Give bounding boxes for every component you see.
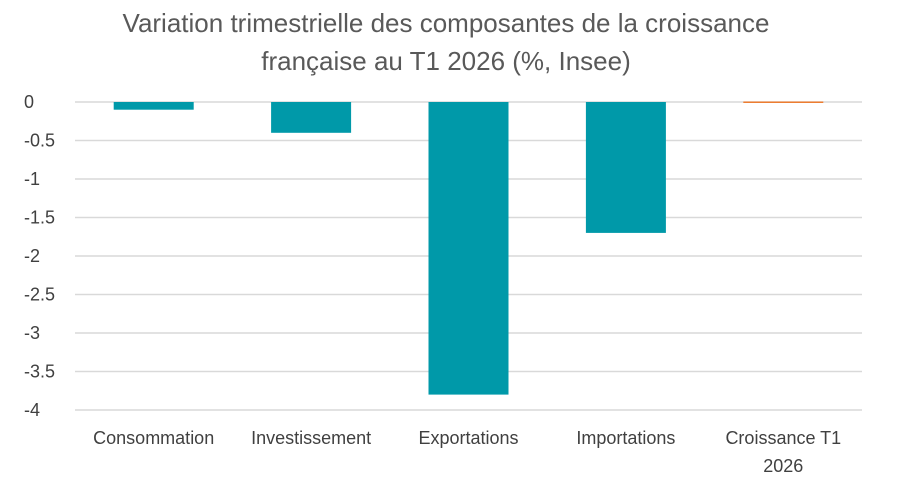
y-tick-label: -2.5 (24, 285, 55, 305)
bar (428, 102, 509, 395)
y-tick-label: 0 (24, 92, 34, 112)
bars (113, 101, 824, 395)
x-category-label: Consommation (93, 428, 214, 448)
y-tick-label: -0.5 (24, 131, 55, 151)
chart-title-line-2: française au T1 2026 (%, Insee) (261, 46, 631, 76)
x-category-label: Exportations (418, 428, 518, 448)
x-category-label: Importations (576, 428, 675, 448)
y-tick-label: -4 (24, 400, 40, 420)
x-category-label: 2026 (763, 456, 803, 476)
bar (585, 102, 666, 233)
bar (113, 102, 194, 110)
y-tick-label: -1.5 (24, 208, 55, 228)
x-axis-category-labels: Consommation Investissement Exportations Im… (93, 428, 841, 476)
x-category-label: Croissance T1 (725, 428, 841, 448)
chart-title-line-1: Variation trimestrielle des composantes … (123, 8, 770, 38)
y-tick-label: -3.5 (24, 362, 55, 382)
bar (271, 102, 352, 133)
y-tick-label: -1 (24, 169, 40, 189)
chart-title: Variation trimestrielle des composantes … (123, 8, 770, 76)
bar (743, 101, 824, 103)
y-tick-label: -2 (24, 246, 40, 266)
y-tick-label: -3 (24, 323, 40, 343)
x-category-label: Investissement (251, 428, 371, 448)
y-axis-tick-labels: 0 -0.5 -1 -1.5 -2 -2.5 -3 -3.5 -4 (24, 92, 55, 420)
